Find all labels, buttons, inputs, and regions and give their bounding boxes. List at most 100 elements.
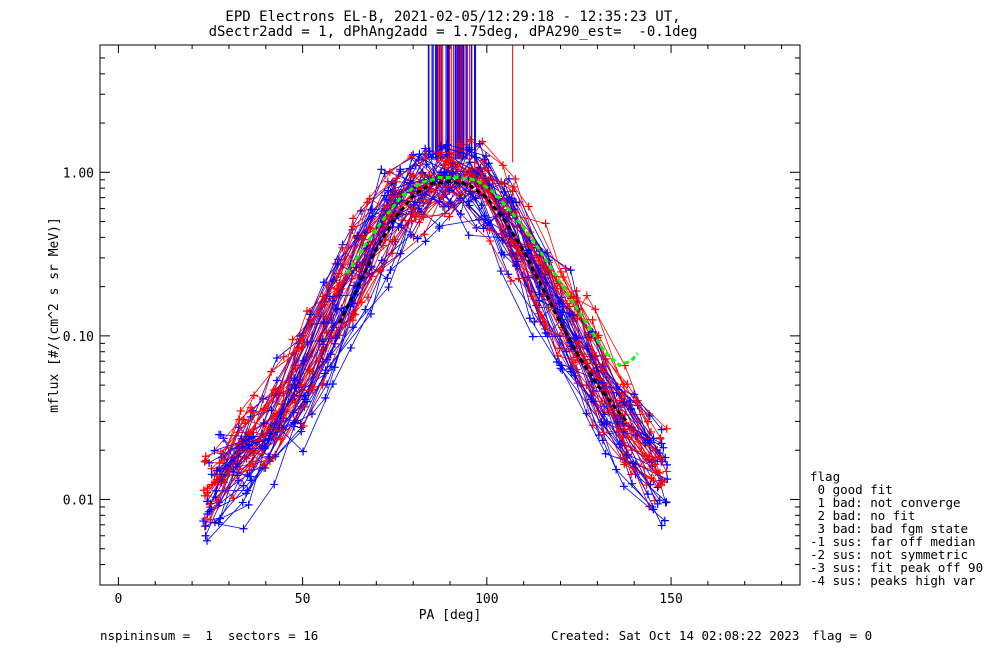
data-point — [259, 460, 268, 469]
data-point — [272, 354, 281, 363]
data-point — [653, 468, 662, 477]
data-point — [357, 298, 366, 307]
data-point — [276, 434, 285, 443]
data-point — [657, 455, 666, 464]
data-point — [415, 150, 424, 159]
data-point — [409, 200, 418, 209]
data-point — [354, 231, 363, 240]
data-point — [619, 380, 628, 389]
data-point — [321, 393, 330, 402]
data-point — [200, 491, 209, 500]
data-point — [464, 143, 473, 152]
data-point — [407, 216, 416, 225]
data-point — [298, 343, 307, 352]
data-point — [212, 497, 221, 506]
data-point — [446, 148, 455, 157]
data-point — [559, 273, 568, 282]
spectrum-trace — [214, 165, 652, 483]
data-point — [645, 452, 654, 461]
data-point — [233, 471, 242, 480]
data-point — [213, 466, 222, 475]
data-point — [558, 365, 567, 374]
data-point — [207, 470, 216, 479]
data-point — [657, 480, 666, 489]
data-point — [419, 212, 428, 221]
data-point — [249, 446, 258, 455]
data-point — [406, 179, 415, 188]
data-point — [504, 174, 513, 183]
data-point — [598, 378, 607, 387]
data-point — [514, 248, 523, 257]
footer-created: Created: Sat Oct 14 02:08:22 2023 — [551, 628, 800, 643]
data-point — [583, 344, 592, 353]
data-point — [241, 435, 250, 444]
data-point — [525, 314, 534, 323]
data-point — [515, 197, 524, 206]
data-point — [338, 243, 347, 252]
spectrum-trace — [214, 153, 659, 505]
data-point — [199, 517, 208, 526]
data-point — [265, 453, 274, 462]
data-point — [572, 333, 581, 342]
data-point — [348, 222, 357, 231]
data-point — [299, 421, 308, 430]
data-point — [633, 417, 642, 426]
data-point — [552, 357, 561, 366]
legend-item: 1 bad: not converge — [810, 495, 961, 510]
data-point — [376, 265, 385, 274]
data-point — [524, 246, 533, 255]
data-point — [333, 259, 342, 268]
data-point — [466, 189, 475, 198]
data-point — [663, 475, 672, 484]
data-point — [657, 439, 666, 448]
data-point — [464, 231, 473, 240]
data-point — [643, 490, 652, 499]
data-point — [557, 267, 566, 276]
data-point — [201, 456, 210, 465]
data-point — [591, 305, 600, 314]
data-point — [330, 339, 339, 348]
axis-ticks: 0 50 100 150 0.01 0.10 1.00 — [63, 44, 800, 607]
data-point — [210, 446, 219, 455]
data-point — [663, 460, 672, 469]
data-point — [655, 496, 664, 505]
data-point — [614, 401, 623, 410]
data-point — [504, 270, 513, 279]
data-point — [247, 476, 256, 485]
data-point — [249, 462, 258, 471]
data-point — [318, 337, 327, 346]
data-point — [236, 406, 245, 415]
spectrum-trace — [216, 143, 646, 471]
data-point — [616, 403, 625, 412]
data-point — [368, 212, 377, 221]
data-point — [361, 305, 370, 314]
data-point — [455, 191, 464, 200]
legend-item: -1 sus: far off median — [810, 534, 976, 549]
data-point — [455, 194, 464, 203]
data-point — [627, 470, 636, 479]
footer-spin-info: nspininsum = 1 sectors = 16 — [100, 628, 319, 643]
spectrum-trace — [221, 170, 663, 482]
data-point — [453, 183, 462, 192]
data-point — [264, 435, 273, 444]
x-tick-label: 50 — [295, 592, 311, 607]
data-point — [633, 396, 642, 405]
data-point — [615, 440, 624, 449]
data-point — [203, 536, 212, 545]
data-point — [241, 419, 250, 428]
data-point — [572, 287, 581, 296]
data-point — [239, 481, 248, 490]
y-axis-label: mflux [#/(cm^2 s sr MeV)] — [47, 217, 62, 413]
spectrum-trace — [219, 172, 663, 526]
data-point — [297, 380, 306, 389]
data-point — [201, 531, 210, 540]
data-point — [653, 499, 662, 508]
data-point — [417, 169, 426, 178]
data-point — [239, 524, 248, 533]
spectrum-trace — [211, 155, 663, 485]
spectrum-trace — [220, 158, 647, 485]
data-point — [655, 449, 664, 458]
data-point — [421, 237, 430, 246]
y-tick-label: 0.10 — [63, 330, 94, 345]
x-tick-label: 150 — [659, 592, 682, 607]
